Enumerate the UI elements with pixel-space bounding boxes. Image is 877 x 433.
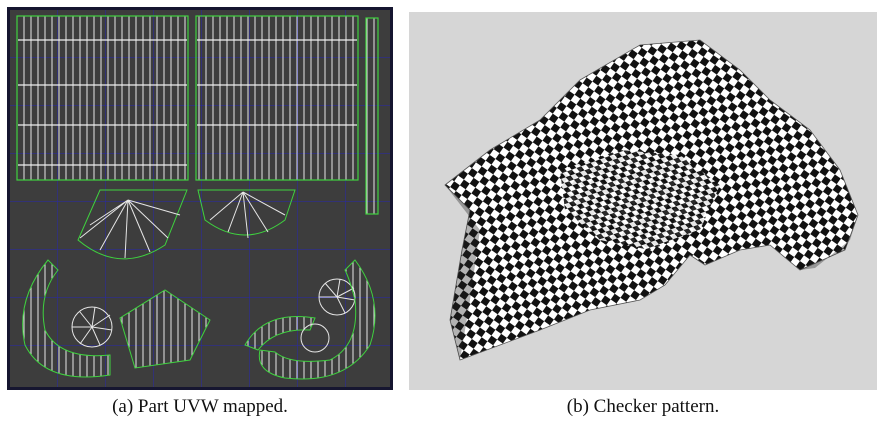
caption: (b) Checker pattern. (409, 396, 877, 418)
uv-panel (7, 7, 393, 390)
page: {"figure": {"panels": [{"caption": "(a) … (0, 0, 877, 433)
figure-images (0, 0, 877, 392)
checker-panel (409, 12, 877, 390)
caption: (a) Part UVW mapped. (0, 396, 400, 418)
